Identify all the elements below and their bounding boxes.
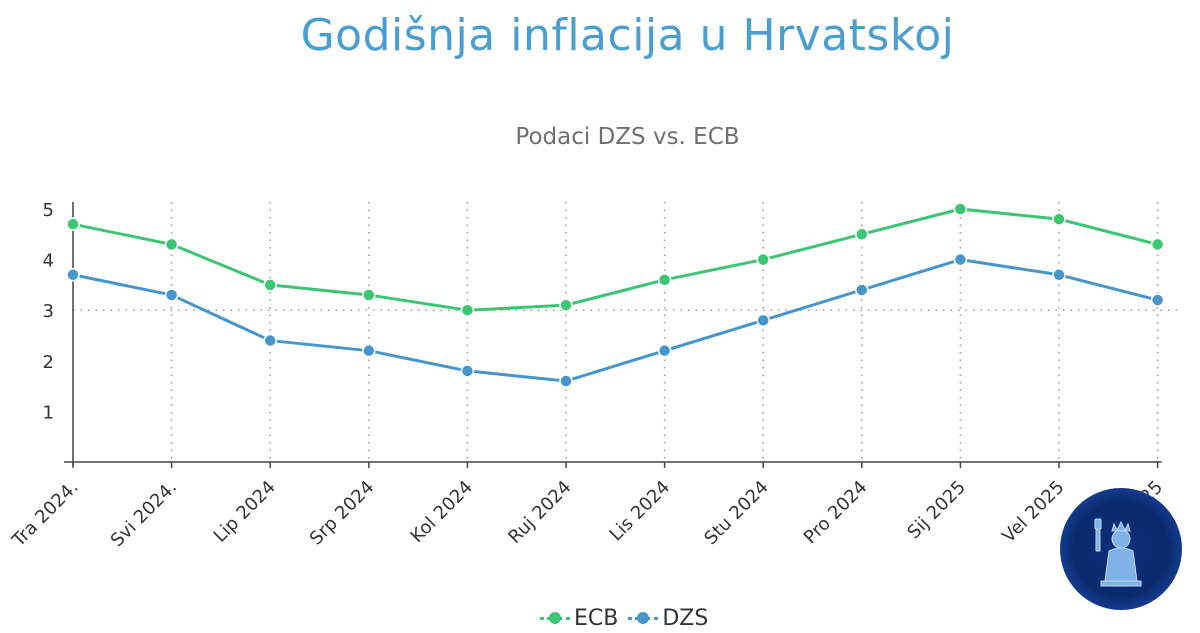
x-tick-label: Pro 2024: [800, 477, 871, 548]
y-tick-label: 3: [43, 301, 54, 322]
data-point-ecb: [66, 217, 80, 231]
x-tick-label: Lip 2024: [210, 477, 280, 547]
x-tick-label: Ruj 2024: [504, 477, 575, 548]
data-point-dzs: [953, 252, 968, 267]
chart-legend: ECB DZS: [540, 603, 708, 633]
data-point-dzs: [657, 343, 672, 358]
y-tick-label: 5: [43, 200, 54, 221]
data-point-dzs: [362, 343, 376, 358]
data-point-dzs: [164, 288, 179, 302]
data-point-ecb: [953, 202, 968, 216]
data-point-dzs: [460, 364, 475, 378]
data-point-ecb: [657, 273, 672, 287]
data-point-dzs: [756, 313, 770, 328]
series-line-dzs: [72, 258, 1158, 383]
data-point-dzs: [855, 283, 869, 297]
data-point-ecb: [855, 227, 869, 242]
x-tick-label: Stu 2024: [700, 477, 772, 549]
data-point-ecb: [559, 298, 573, 312]
data-point-dzs: [263, 333, 277, 348]
data-point-dzs: [559, 374, 573, 388]
y-tick-label: 1: [43, 402, 54, 423]
data-point-ecb: [756, 252, 770, 267]
data-point-ecb: [362, 288, 376, 302]
data-point-dzs: [66, 268, 80, 282]
legend-item-ecb[interactable]: ECB: [540, 606, 618, 631]
data-point-ecb: [1052, 212, 1066, 226]
statue-of-liberty-icon: [1060, 488, 1182, 610]
data-point-ecb: [263, 278, 277, 292]
legend-label-ecb: ECB: [574, 605, 619, 631]
data-point-dzs: [1150, 293, 1165, 307]
line-chart: 1 2 3 4 5 Tra 2024. Svi 2024. Lip 2024 Srp 2024 K…: [8, 200, 1178, 553]
legend-swatch-dzs: [628, 612, 659, 624]
x-tick-label: Kol 2024: [407, 477, 477, 547]
x-tick-label: Tra 2024.: [8, 477, 83, 552]
chart-subtitle: Podaci DZS vs. ECB: [515, 124, 740, 150]
legend-label-dzs: DZS: [662, 605, 709, 631]
x-tick-label: Srp 2024: [306, 477, 379, 550]
data-point-ecb: [460, 303, 475, 317]
legend-item-dzs[interactable]: DZS: [628, 606, 708, 631]
x-tick-label: Vel 2025: [998, 477, 1068, 547]
chart-title: Godišnja inflacija u Hrvatskoj: [300, 10, 955, 61]
data-point-dzs: [1052, 268, 1066, 282]
x-tick-label: Lis 2024: [606, 477, 675, 546]
legend-swatch-ecb: [540, 612, 570, 624]
y-tick-label: 2: [43, 352, 54, 373]
data-point-ecb: [164, 237, 179, 252]
data-point-ecb: [1150, 237, 1165, 252]
x-tick-label: Sij 2025: [903, 477, 969, 543]
y-tick-label: 4: [43, 251, 54, 272]
x-tick-label: Svi 2024.: [107, 477, 181, 551]
series-line-ecb: [72, 207, 1158, 312]
